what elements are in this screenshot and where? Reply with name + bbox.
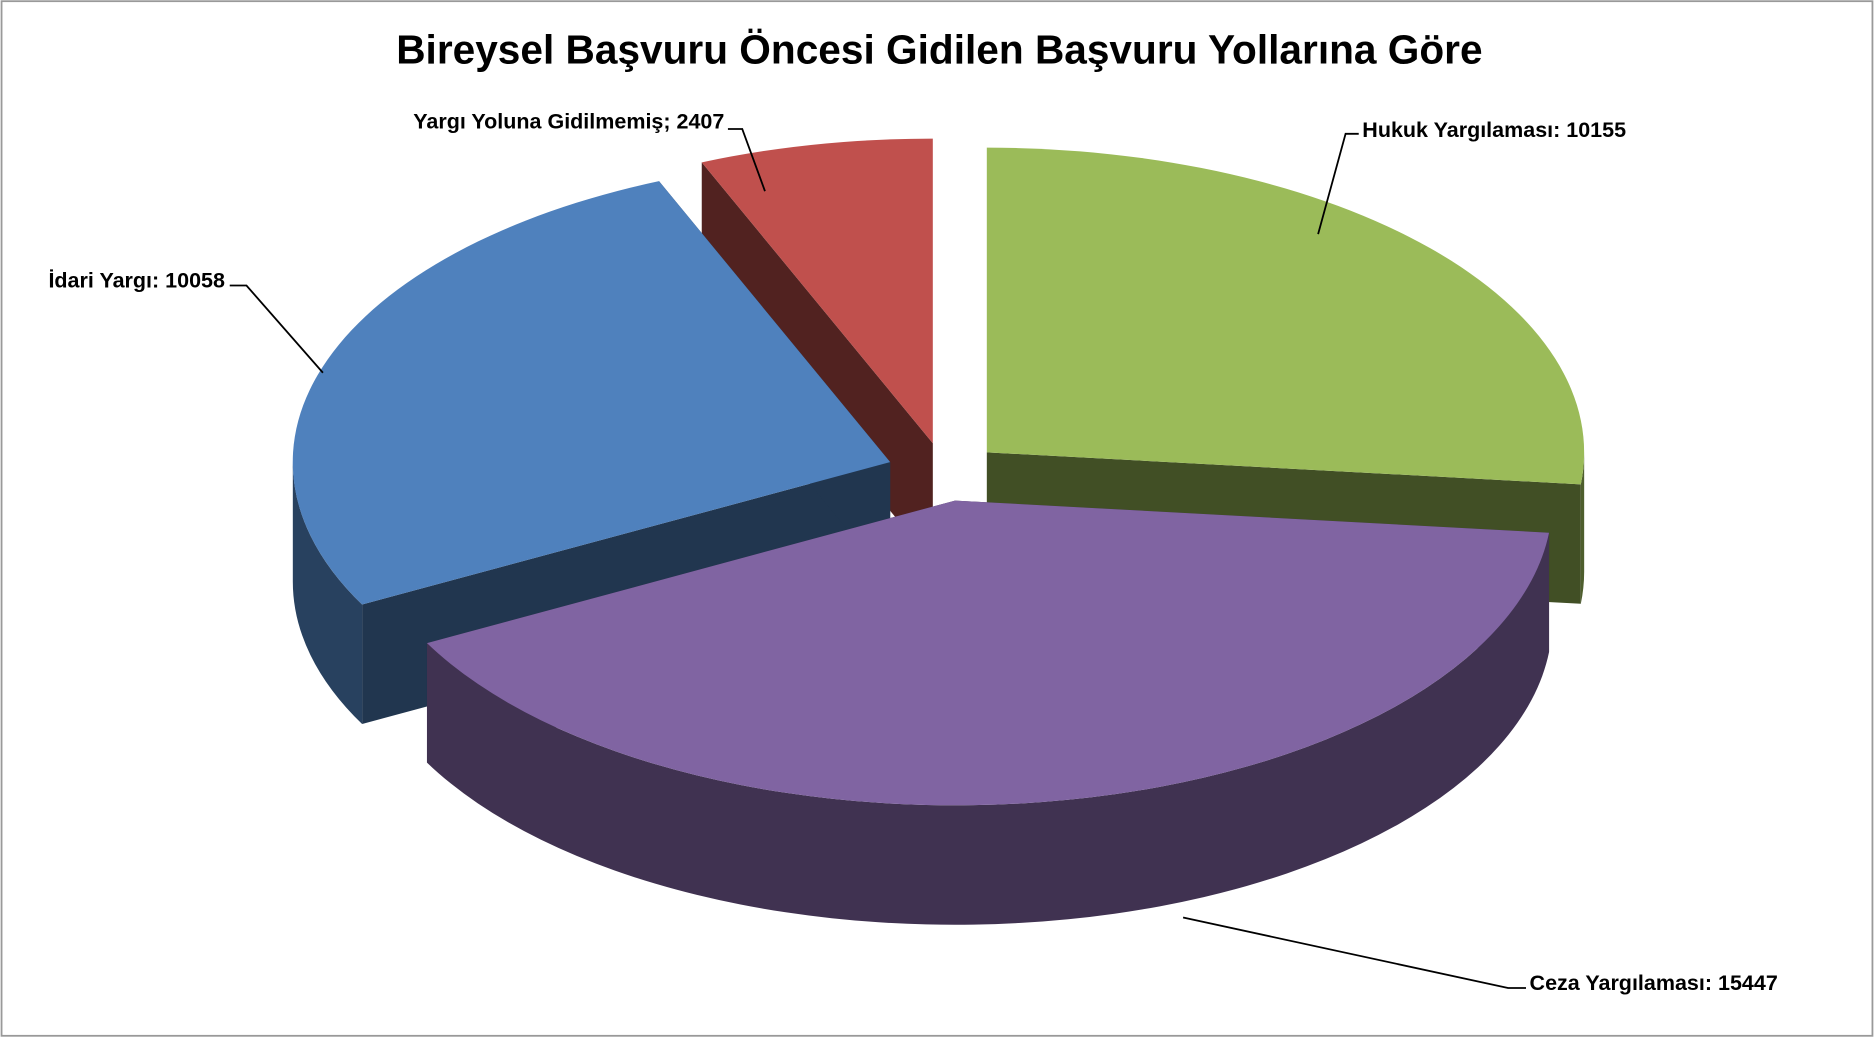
slice (426, 500, 1550, 806)
slice-wall (426, 532, 1550, 925)
leader-line (229, 284, 324, 374)
slice (292, 181, 891, 605)
leader-line (1182, 916, 1526, 989)
data-label: Hukuk Yargılaması: 10155 (1362, 118, 1626, 142)
leader-line (1317, 132, 1359, 235)
slice-wall (1580, 452, 1585, 604)
slice (986, 147, 1585, 485)
data-label: Ceza Yargılaması: 15447 (1530, 971, 1778, 995)
chart-title: Bireysel Başvuru Öncesi Gidilen Başvuru … (396, 26, 1482, 72)
data-label: Yargı Yoluna Gidilmemiş; 2407 (413, 110, 724, 134)
slice-wall (292, 462, 363, 724)
data-label: İdari Yargı: 10058 (48, 269, 225, 293)
slice (701, 138, 933, 444)
leader-line (727, 128, 766, 192)
